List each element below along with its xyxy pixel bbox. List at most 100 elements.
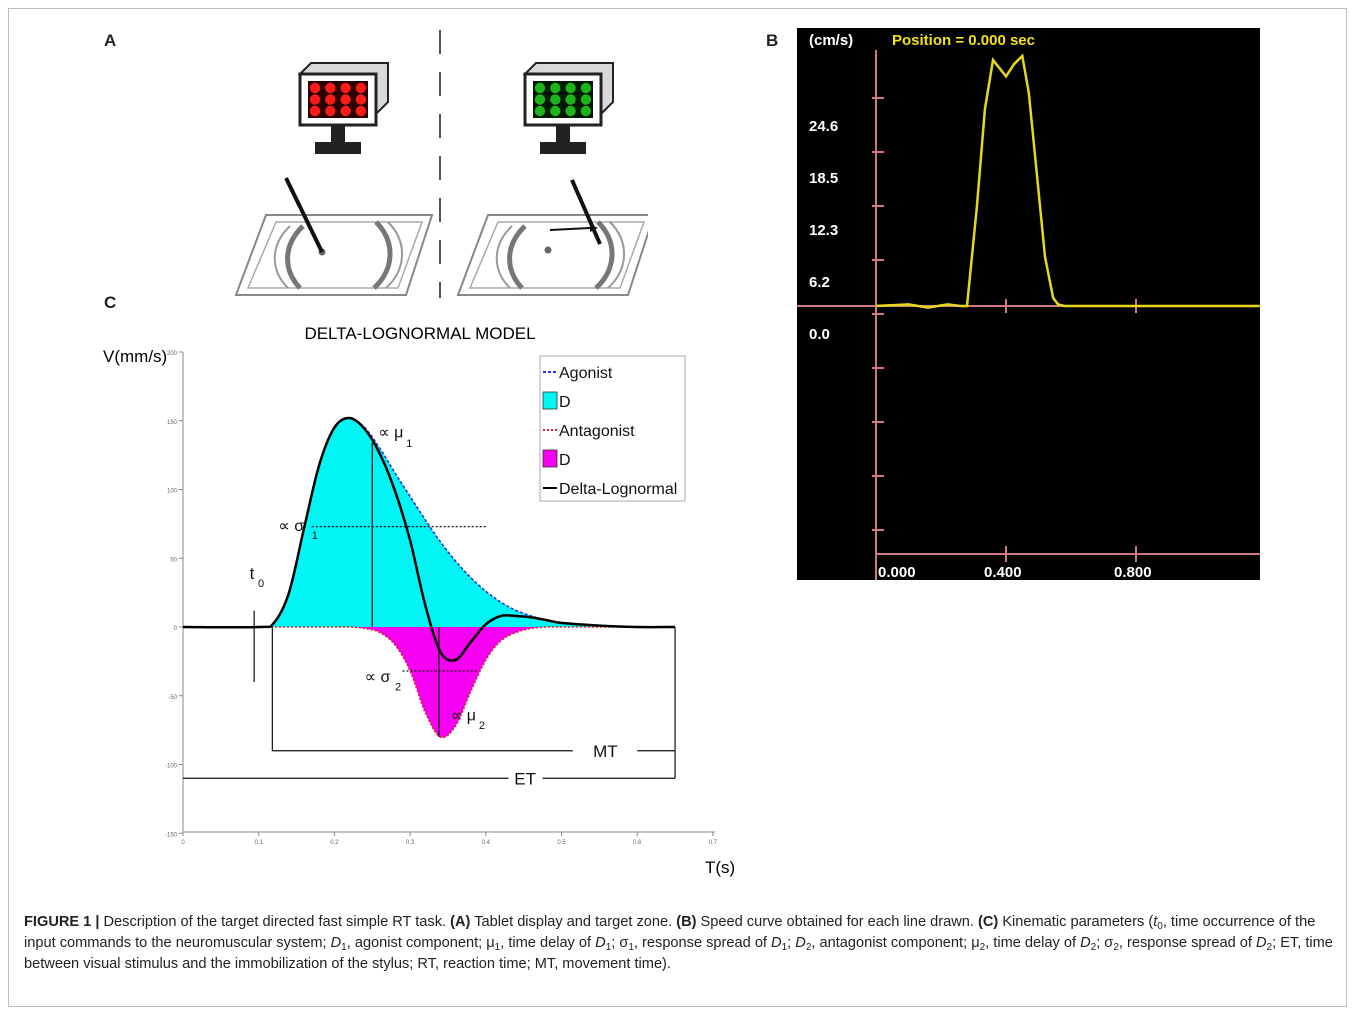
- caption-text-5: ; σ: [611, 935, 629, 951]
- y-tick-label: 0: [174, 626, 178, 632]
- y-tick-label: 18.5: [809, 170, 838, 187]
- legend-entry: D: [559, 452, 571, 469]
- caption-b-text: Speed curve obtained for each line drawn…: [696, 914, 978, 930]
- stimulus-light: [325, 94, 336, 105]
- stimulus-light: [325, 105, 336, 117]
- caption-d2c: D: [1255, 935, 1267, 951]
- y-tick-label: 6.2: [809, 274, 830, 291]
- caption-b-tag: (B): [676, 914, 697, 930]
- stimulus-light: [565, 82, 576, 94]
- stimulus-light: [325, 82, 336, 94]
- stimulus-light: [309, 82, 321, 94]
- caption-d2-sub: 2: [805, 942, 812, 953]
- legend-box: [539, 355, 686, 502]
- caption-t0: t: [1153, 914, 1158, 930]
- mu1-subscript: 1: [406, 438, 412, 450]
- panel-b-speed-screen: (cm/s) Position = 0.000 sec 24.6 18.5 12.3…: [797, 27, 1260, 581]
- x-tick-label: 0.1: [255, 840, 264, 846]
- x-tick-label: 0.7: [709, 840, 718, 846]
- y-axis-label: V(mm/s): [103, 347, 167, 366]
- mu2-subscript: 2: [479, 720, 485, 732]
- stimulus-light: [580, 82, 592, 94]
- caption-text-10: ; σ: [1096, 935, 1114, 951]
- caption-mu2-sub: 2: [979, 942, 986, 953]
- caption-t0-sub: 0: [1157, 921, 1163, 932]
- y-tick-label: 150: [167, 420, 178, 426]
- legend-patch-swatch: [542, 449, 558, 468]
- stimulus-light: [534, 105, 546, 117]
- stimulus-light: [550, 105, 561, 117]
- stimulus-light: [340, 82, 351, 94]
- caption-figure-label: FIGURE 1 |: [24, 914, 100, 930]
- caption-text-11: , response spread of: [1118, 935, 1256, 951]
- y-tick-label: 0.0: [809, 326, 830, 343]
- y-tick-label: 50: [170, 557, 177, 563]
- sigma1-label: ∝ σ: [278, 518, 304, 535]
- caption-text-4: , time delay of: [500, 935, 596, 951]
- stimulus-light: [550, 82, 561, 94]
- caption-mu1-sub: 1: [494, 942, 501, 953]
- caption-d1c: D: [771, 935, 782, 951]
- panel-a-illustration: [234, 30, 648, 298]
- x-tick-label: 0: [181, 840, 185, 846]
- stimulus-light: [340, 94, 351, 105]
- sigma2-subscript: 2: [395, 681, 401, 693]
- antagonist-area: [183, 626, 676, 738]
- x-tick-label: 0.800: [1114, 564, 1152, 580]
- caption-a-text: Tablet display and target zone.: [470, 914, 677, 930]
- unit-label: (cm/s): [809, 32, 853, 49]
- stimulus-light: [550, 94, 561, 105]
- stimulus-light: [355, 94, 367, 105]
- caption-d1c-sub: 1: [781, 942, 788, 953]
- x-tick-label: 0.5: [557, 840, 566, 846]
- t0-subscript: 0: [258, 578, 264, 590]
- figure-frame: [8, 8, 1347, 1007]
- caption-text-12: ; ET, time between visual stimulus and t…: [24, 935, 1333, 972]
- y-tick-label: 12.3: [809, 222, 838, 239]
- caption-a-tag: (A): [450, 914, 471, 930]
- stimulus-light: [565, 105, 576, 117]
- stimulus-light: [565, 94, 576, 105]
- x-tick-label: 0.2: [330, 840, 339, 846]
- stimulus-light: [580, 105, 592, 117]
- x-axis-label: T(s): [705, 858, 735, 877]
- tablet-left-icon: [234, 177, 434, 296]
- caption-d1b: D: [595, 935, 606, 951]
- caption-text-8: , antagonist component; μ: [811, 935, 980, 951]
- position-label: Position = 0.000 sec: [892, 32, 1035, 49]
- y-tick-label: -150: [165, 832, 178, 838]
- mt-label: MT: [593, 742, 618, 761]
- legend-entry: Antagonist: [559, 423, 635, 440]
- caption-text-2: , time occurrence of the input commands …: [24, 914, 1316, 951]
- delta-lognormal-line: [182, 416, 676, 662]
- y-tick-label: -50: [168, 695, 177, 701]
- legend-patch-swatch: [542, 391, 558, 410]
- panel-c-label: C: [104, 293, 117, 312]
- stimulus-light: [355, 82, 367, 94]
- caption-s2-sub: 2: [1113, 942, 1119, 953]
- x-tick-label: 0.4: [482, 840, 491, 846]
- y-tick-label: 24.6: [809, 118, 838, 135]
- y-tick-label: 100: [167, 489, 178, 495]
- chart-title: DELTA-LOGNORMAL MODEL: [304, 324, 535, 343]
- speed-curve-line: [875, 53, 1260, 309]
- mu2-label: ∝ μ: [451, 708, 476, 725]
- caption-text-9: , time delay of: [985, 935, 1081, 951]
- x-tick-label: 0.400: [984, 564, 1022, 580]
- agonist-area: [183, 418, 676, 628]
- stimulus-light: [309, 94, 321, 105]
- panel-b-label: B: [766, 31, 779, 50]
- legend-entry: D: [559, 394, 571, 411]
- caption-d1-sub: 1: [341, 942, 347, 953]
- et-label: ET: [514, 769, 536, 788]
- speed-curve-chart: (cm/s) Position = 0.000 sec 24.6 18.5 12.3…: [797, 27, 1260, 581]
- stimulus-light: [355, 105, 367, 117]
- legend-entry: Agonist: [559, 365, 613, 382]
- red-stimulus-lights: [309, 82, 367, 117]
- caption-d2c-sub: 2: [1266, 942, 1273, 953]
- mu1-label: ∝ μ: [378, 424, 403, 441]
- caption-d1: D: [330, 935, 342, 951]
- caption-text-7: ;: [787, 935, 796, 951]
- panel-c-delta-lognormal-chart: DELTA-LOGNORMAL MODEL V(mm/s) T(s) 20015…: [103, 324, 735, 877]
- figure-caption: FIGURE 1 | Description of the target dir…: [24, 912, 1334, 975]
